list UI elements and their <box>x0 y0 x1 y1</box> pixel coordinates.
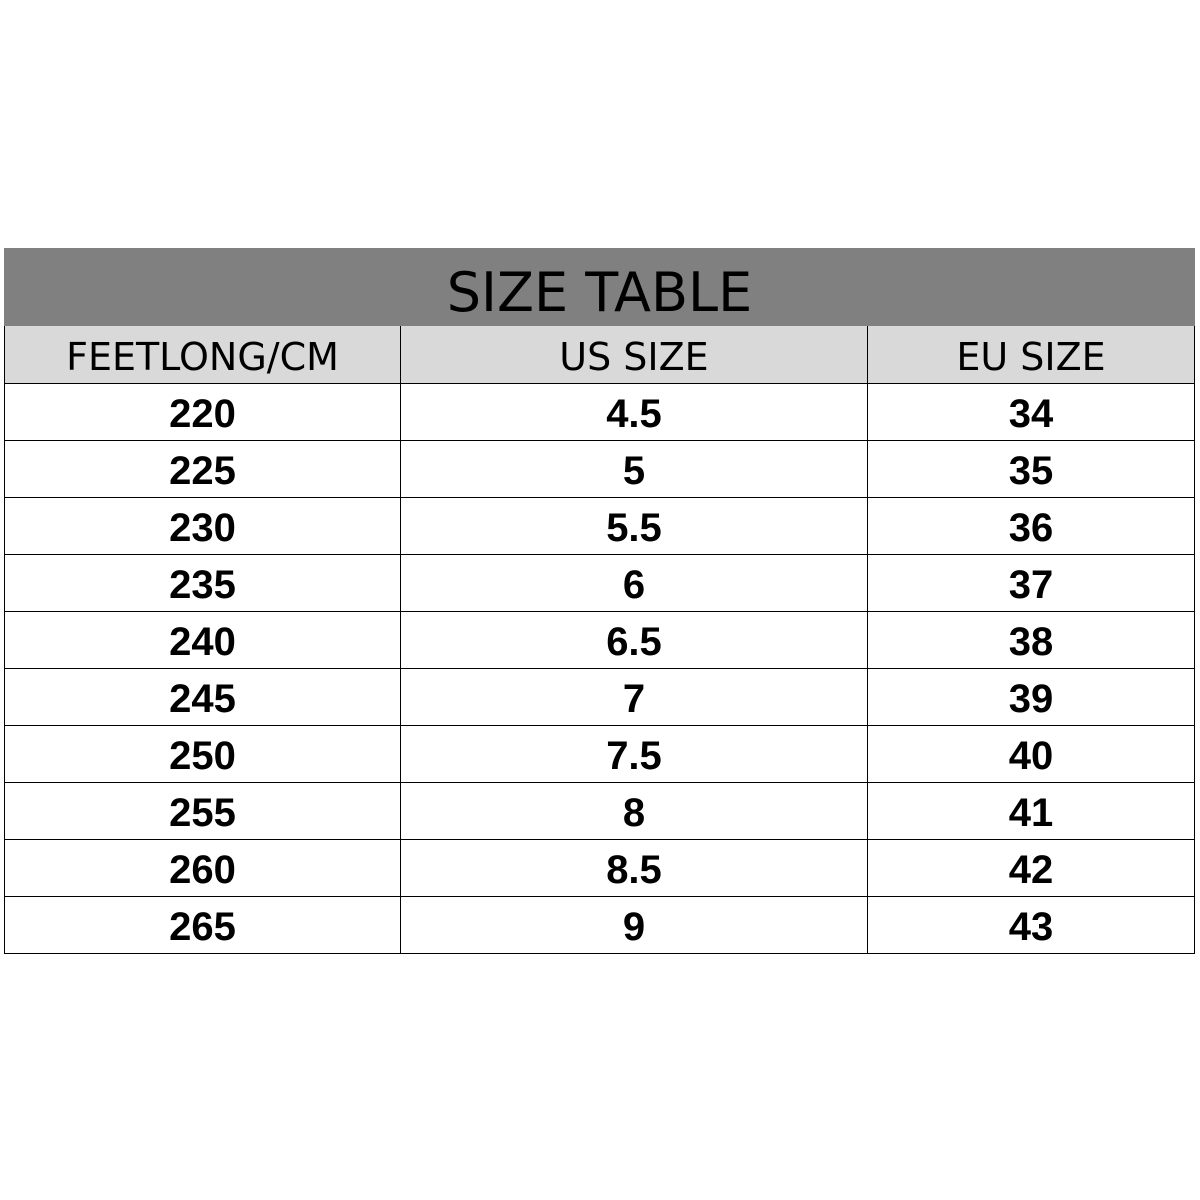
eu-size-cell: 43 <box>867 897 1195 953</box>
us-size-cell: 8.5 <box>400 840 867 896</box>
table-row: 265 9 43 <box>4 897 1195 954</box>
feet-length-cell: 220 <box>4 384 400 440</box>
table-title: SIZE TABLE <box>4 248 1195 326</box>
header-eu-size: EU SIZE <box>867 326 1195 383</box>
feet-length-cell: 235 <box>4 555 400 611</box>
table-row: 245 7 39 <box>4 669 1195 726</box>
table-row: 240 6.5 38 <box>4 612 1195 669</box>
eu-size-cell: 39 <box>867 669 1195 725</box>
us-size-cell: 4.5 <box>400 384 867 440</box>
feet-length-cell: 260 <box>4 840 400 896</box>
table-row: 255 8 41 <box>4 783 1195 840</box>
header-row: FEETLONG/CM US SIZE EU SIZE <box>4 326 1195 384</box>
us-size-cell: 5.5 <box>400 498 867 554</box>
eu-size-cell: 42 <box>867 840 1195 896</box>
us-size-cell: 5 <box>400 441 867 497</box>
eu-size-cell: 38 <box>867 612 1195 668</box>
table-row: 230 5.5 36 <box>4 498 1195 555</box>
us-size-cell: 8 <box>400 783 867 839</box>
feet-length-cell: 225 <box>4 441 400 497</box>
eu-size-cell: 36 <box>867 498 1195 554</box>
us-size-cell: 7 <box>400 669 867 725</box>
feet-length-cell: 265 <box>4 897 400 953</box>
header-us-size: US SIZE <box>400 326 867 383</box>
eu-size-cell: 40 <box>867 726 1195 782</box>
us-size-cell: 6.5 <box>400 612 867 668</box>
eu-size-cell: 41 <box>867 783 1195 839</box>
table-row: 250 7.5 40 <box>4 726 1195 783</box>
us-size-cell: 9 <box>400 897 867 953</box>
feet-length-cell: 255 <box>4 783 400 839</box>
eu-size-cell: 37 <box>867 555 1195 611</box>
us-size-cell: 7.5 <box>400 726 867 782</box>
feet-length-cell: 240 <box>4 612 400 668</box>
table-row: 220 4.5 34 <box>4 384 1195 441</box>
feet-length-cell: 230 <box>4 498 400 554</box>
size-table: SIZE TABLE FEETLONG/CM US SIZE EU SIZE 2… <box>4 248 1195 954</box>
table-row: 225 5 35 <box>4 441 1195 498</box>
us-size-cell: 6 <box>400 555 867 611</box>
eu-size-cell: 35 <box>867 441 1195 497</box>
feet-length-cell: 250 <box>4 726 400 782</box>
table-row: 260 8.5 42 <box>4 840 1195 897</box>
table-row: 235 6 37 <box>4 555 1195 612</box>
eu-size-cell: 34 <box>867 384 1195 440</box>
header-feet-length: FEETLONG/CM <box>4 326 400 383</box>
feet-length-cell: 245 <box>4 669 400 725</box>
table-body: 220 4.5 34 225 5 35 230 5.5 36 235 6 37 240 6.5 38 245 7… <box>4 384 1195 954</box>
